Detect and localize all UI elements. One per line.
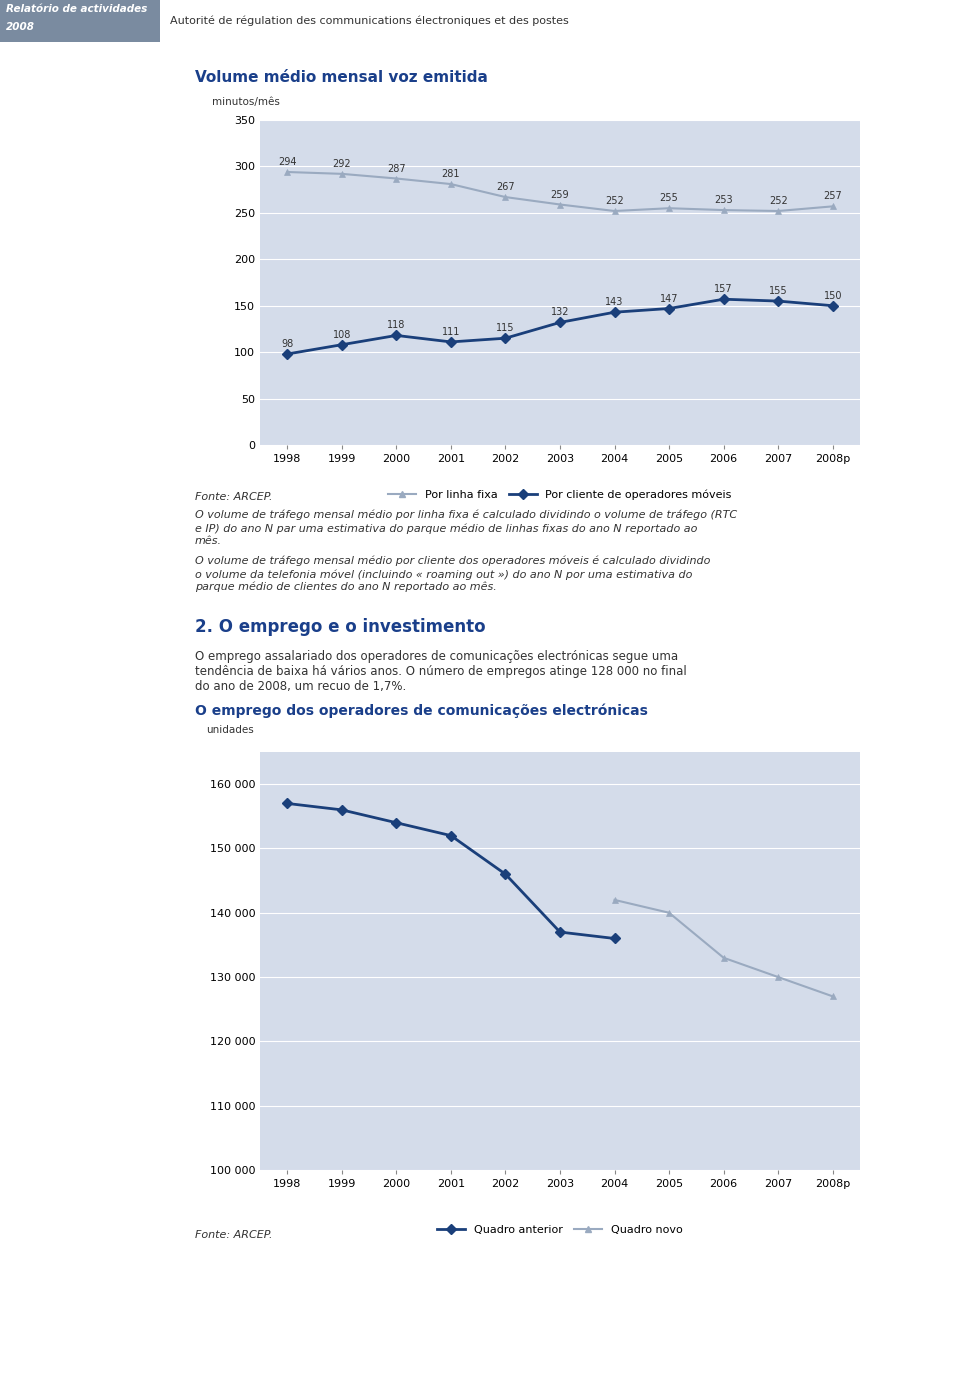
Text: o volume da telefonia móvel (incluindo « roaming out ») do ano N por uma estimat: o volume da telefonia móvel (incluindo «… [195,570,692,579]
Text: 253: 253 [714,195,732,205]
Text: O volume de tráfego mensal médio por linha fixa é calculado dividindo o volume d: O volume de tráfego mensal médio por lin… [195,510,737,521]
Text: 281: 281 [442,169,460,179]
Text: 252: 252 [769,195,787,207]
Text: 17: 17 [19,1365,36,1379]
Text: 257: 257 [824,191,842,201]
Bar [0,0,160,42]
Text: 98: 98 [281,340,294,349]
Text: 155: 155 [769,286,787,297]
Text: 2008: 2008 [6,22,35,32]
Text: 108: 108 [332,330,351,340]
Text: 147: 147 [660,294,679,304]
Text: mês.: mês. [195,536,222,546]
Text: parque médio de clientes do ano N reportado ao mês.: parque médio de clientes do ano N report… [195,582,496,592]
Text: unidades: unidades [206,725,253,736]
Text: O volume de tráfego mensal médio por cliente dos operadores móveis é calculado d: O volume de tráfego mensal médio por cli… [195,556,710,567]
Text: 150: 150 [824,291,842,301]
Text: 143: 143 [606,297,624,308]
Text: 132: 132 [551,308,569,317]
Text: 294: 294 [278,157,297,168]
Text: 267: 267 [496,182,515,193]
Text: Autorité de régulation des communications électroniques et des postes: Autorité de régulation des communication… [170,15,568,26]
Text: Relatório de actividades: Relatório de actividades [6,4,147,14]
Text: 255: 255 [660,193,679,204]
Text: O emprego dos operadores de comunicações electrónicas: O emprego dos operadores de comunicações… [195,704,648,718]
Text: 111: 111 [442,327,460,337]
Text: Fonte: ARCEP.: Fonte: ARCEP. [195,1229,273,1240]
Text: O emprego assalariado dos operadores de comunicações electrónicas segue uma: O emprego assalariado dos operadores de … [195,650,678,663]
Text: 292: 292 [332,159,351,169]
Text: 287: 287 [387,164,406,173]
Text: 115: 115 [496,323,515,333]
Legend: Por linha fixa, Por cliente de operadores móveis: Por linha fixa, Por cliente de operadore… [384,485,736,505]
Text: e IP) do ano N par uma estimativa do parque médio de linhas fixas do ano N repor: e IP) do ano N par uma estimativa do par… [195,523,697,534]
Text: minutos/mês: minutos/mês [212,97,280,107]
Text: 157: 157 [714,284,732,294]
Text: 118: 118 [387,320,405,330]
Text: Volume médio mensal voz emitida: Volume médio mensal voz emitida [195,71,488,85]
Text: Fonte: ARCEP.: Fonte: ARCEP. [195,492,273,502]
Text: do ano de 2008, um recuo de 1,7%.: do ano de 2008, um recuo de 1,7%. [195,681,406,693]
Text: tendência de baixa há vários anos. O número de empregos atinge 128 000 no final: tendência de baixa há vários anos. O núm… [195,665,686,678]
Legend: Quadro anterior, Quadro novo: Quadro anterior, Quadro novo [433,1221,687,1239]
Text: 259: 259 [551,190,569,200]
Text: 252: 252 [605,195,624,207]
Text: 2. O emprego e o investimento: 2. O emprego e o investimento [195,618,486,636]
